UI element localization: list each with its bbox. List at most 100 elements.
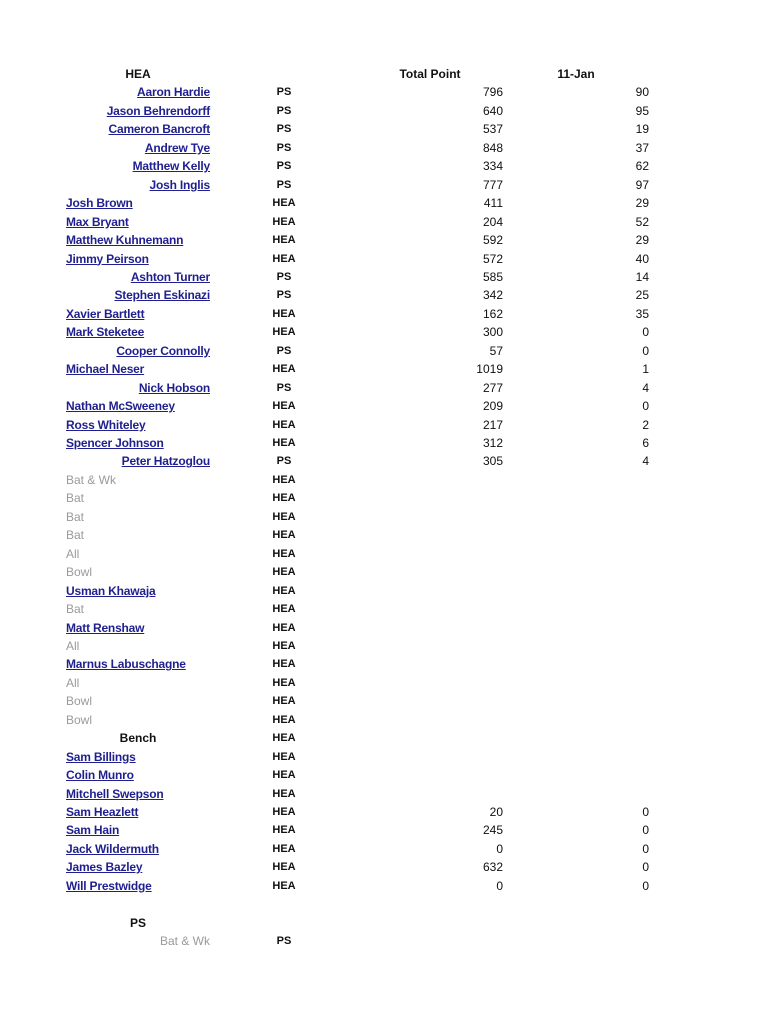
player-link[interactable]: Peter Hatzoglou: [121, 454, 211, 469]
player-link[interactable]: Aaron Hardie: [137, 85, 210, 100]
team-cell: HEA: [272, 695, 296, 708]
player-link[interactable]: Mitchell Swepson: [66, 786, 164, 801]
player-link[interactable]: Marnus Labuschagne: [66, 657, 186, 672]
table-row: Bat HEA: [0, 600, 768, 618]
total-point-cell: 1019: [476, 362, 503, 377]
total-point-cell: 777: [482, 177, 503, 192]
date-points-cell: 4: [642, 380, 649, 395]
team-cell: PS: [276, 270, 292, 283]
team-cell: HEA: [272, 879, 296, 892]
player-link[interactable]: Josh Brown: [66, 196, 133, 211]
player-link[interactable]: Michael Neser: [66, 362, 145, 377]
player-link[interactable]: Nick Hobson: [138, 380, 210, 395]
table-row: Jack Wildermuth HEA 0 0: [0, 840, 768, 858]
table-row: Max Bryant HEA 204 52: [0, 213, 768, 231]
table-row: Sam Heazlett HEA 20 0: [0, 803, 768, 821]
date-points-cell: 0: [642, 325, 649, 340]
team-cell: PS: [276, 160, 292, 173]
total-point-cell: 217: [482, 417, 503, 432]
player-link[interactable]: Jimmy Peirson: [66, 251, 149, 266]
role-label: All: [66, 675, 80, 690]
player-link[interactable]: Nathan McSweeney: [66, 399, 175, 414]
player-link[interactable]: Usman Khawaja: [66, 583, 156, 598]
date-points-cell: 40: [635, 251, 649, 266]
total-point-cell: 411: [483, 196, 503, 211]
table-row: [0, 895, 768, 913]
player-link[interactable]: Stephen Eskinazi: [114, 288, 211, 303]
table-row: Nathan McSweeney HEA 209 0: [0, 397, 768, 415]
player-link[interactable]: Josh Inglis: [149, 177, 211, 192]
team-cell: HEA: [272, 510, 296, 523]
total-point-header: Total Point: [399, 67, 461, 81]
player-link[interactable]: Xavier Bartlett: [66, 306, 145, 321]
total-point-cell: 537: [482, 122, 503, 137]
team-cell: HEA: [272, 234, 296, 247]
team-cell: HEA: [272, 824, 296, 837]
player-link[interactable]: Sam Billings: [66, 749, 136, 764]
date-points-cell: 6: [642, 436, 649, 450]
total-point-cell: 162: [482, 306, 503, 321]
section-label: PS: [129, 915, 146, 930]
player-link[interactable]: Sam Heazlett: [66, 805, 139, 819]
table-row: All HEA: [0, 637, 768, 655]
date-points-cell: 29: [635, 233, 649, 248]
table-row: Stephen Eskinazi PS 342 25: [0, 286, 768, 304]
section-label: Bench: [119, 731, 157, 746]
player-link[interactable]: Jack Wildermuth: [66, 841, 159, 856]
date-points-cell: 0: [642, 399, 649, 414]
table-row: Xavier Bartlett HEA 162 35: [0, 305, 768, 323]
player-link[interactable]: Matthew Kuhnemann: [66, 233, 184, 248]
date-points-cell: 0: [642, 343, 649, 358]
team-cell: HEA: [272, 547, 296, 560]
table-row: Mark Steketee HEA 300 0: [0, 323, 768, 341]
table-row: Josh Inglis PS 777 97: [0, 176, 768, 194]
team-cell: HEA: [272, 676, 296, 689]
player-link[interactable]: Cameron Bancroft: [108, 122, 211, 137]
player-link[interactable]: Ashton Turner: [130, 269, 210, 284]
player-link[interactable]: Jason Behrendorff: [106, 103, 210, 118]
table-row: Cooper Connolly PS 57 0: [0, 342, 768, 360]
table-row: Mitchell Swepson HEA: [0, 785, 768, 803]
player-link[interactable]: Matt Renshaw: [66, 620, 145, 635]
team-cell: PS: [276, 381, 292, 394]
player-link[interactable]: James Bazley: [66, 860, 143, 875]
team-cell: HEA: [272, 639, 296, 652]
team-cell: PS: [276, 935, 292, 948]
player-link[interactable]: Max Bryant: [66, 214, 129, 229]
total-point-cell: 57: [489, 343, 503, 358]
table-row: Josh Brown HEA 411 29: [0, 194, 768, 212]
date-points-cell: 52: [635, 214, 649, 229]
table-row: Bat HEA: [0, 526, 768, 544]
total-point-cell: 20: [489, 805, 503, 819]
team-cell: HEA: [272, 492, 296, 505]
player-link[interactable]: Sam Hain: [66, 823, 120, 838]
role-label: Bat: [66, 528, 85, 543]
table-row: Bat & Wk HEA: [0, 471, 768, 489]
date-header: 11-Jan: [557, 67, 595, 81]
team-cell: HEA: [272, 861, 296, 874]
player-link[interactable]: Andrew Tye: [144, 140, 210, 155]
total-point-cell: 300: [482, 325, 503, 340]
role-label: Bowl: [66, 712, 93, 727]
date-points-cell: 0: [642, 878, 649, 893]
team-cell: HEA: [272, 842, 296, 855]
player-link[interactable]: Ross Whiteley: [66, 417, 146, 432]
player-link[interactable]: Spencer Johnson: [66, 436, 164, 450]
date-points-cell: 35: [635, 306, 649, 321]
team-cell: PS: [276, 123, 292, 136]
team-cell: HEA: [272, 566, 296, 579]
table-row: Michael Neser HEA 1019 1: [0, 360, 768, 378]
player-link[interactable]: Will Prestwidge: [66, 878, 152, 893]
player-link[interactable]: Mark Steketee: [66, 325, 145, 340]
group-heading: HEA: [125, 67, 151, 81]
team-cell: HEA: [272, 621, 296, 634]
player-link[interactable]: Matthew Kelly: [132, 159, 211, 174]
date-points-cell: 1: [642, 362, 649, 377]
player-link[interactable]: Colin Munro: [66, 768, 134, 783]
table-row: Marnus Labuschagne HEA: [0, 655, 768, 673]
player-link[interactable]: Cooper Connolly: [116, 343, 210, 358]
total-point-cell: 209: [482, 399, 503, 414]
role-label: All: [66, 546, 80, 561]
team-cell: HEA: [272, 603, 296, 616]
table-row: Ross Whiteley HEA 217 2: [0, 416, 768, 434]
